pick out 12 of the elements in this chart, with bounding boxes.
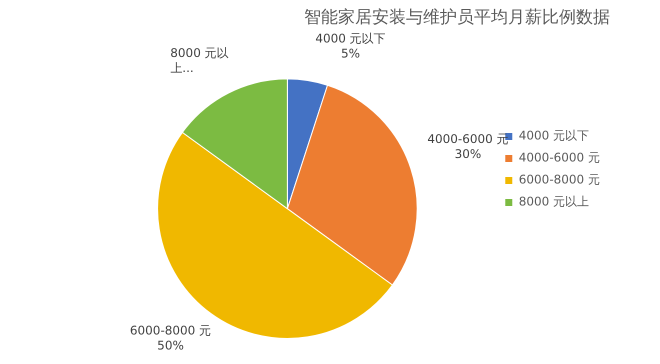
slice-label: 6000-8000 元 xyxy=(130,323,212,338)
slice-label: 4000 元以下 xyxy=(315,32,386,46)
legend-label: 8000 元以上 xyxy=(518,194,590,209)
slice-label: 4000-6000 元 xyxy=(427,132,509,146)
legend-label: 6000-8000 元 xyxy=(518,172,600,187)
data-label: 30% xyxy=(454,147,482,162)
data-label: 5% xyxy=(340,46,360,61)
category-label: 8000 元以上... xyxy=(170,46,229,76)
legend-label: 4000 元以下 xyxy=(518,128,590,143)
legend-label: 4000-6000 元 xyxy=(518,150,600,165)
data-label: 50% xyxy=(157,338,184,352)
chart-title: 智能家居安装与维护员平均月薪比例数据 xyxy=(304,8,610,28)
